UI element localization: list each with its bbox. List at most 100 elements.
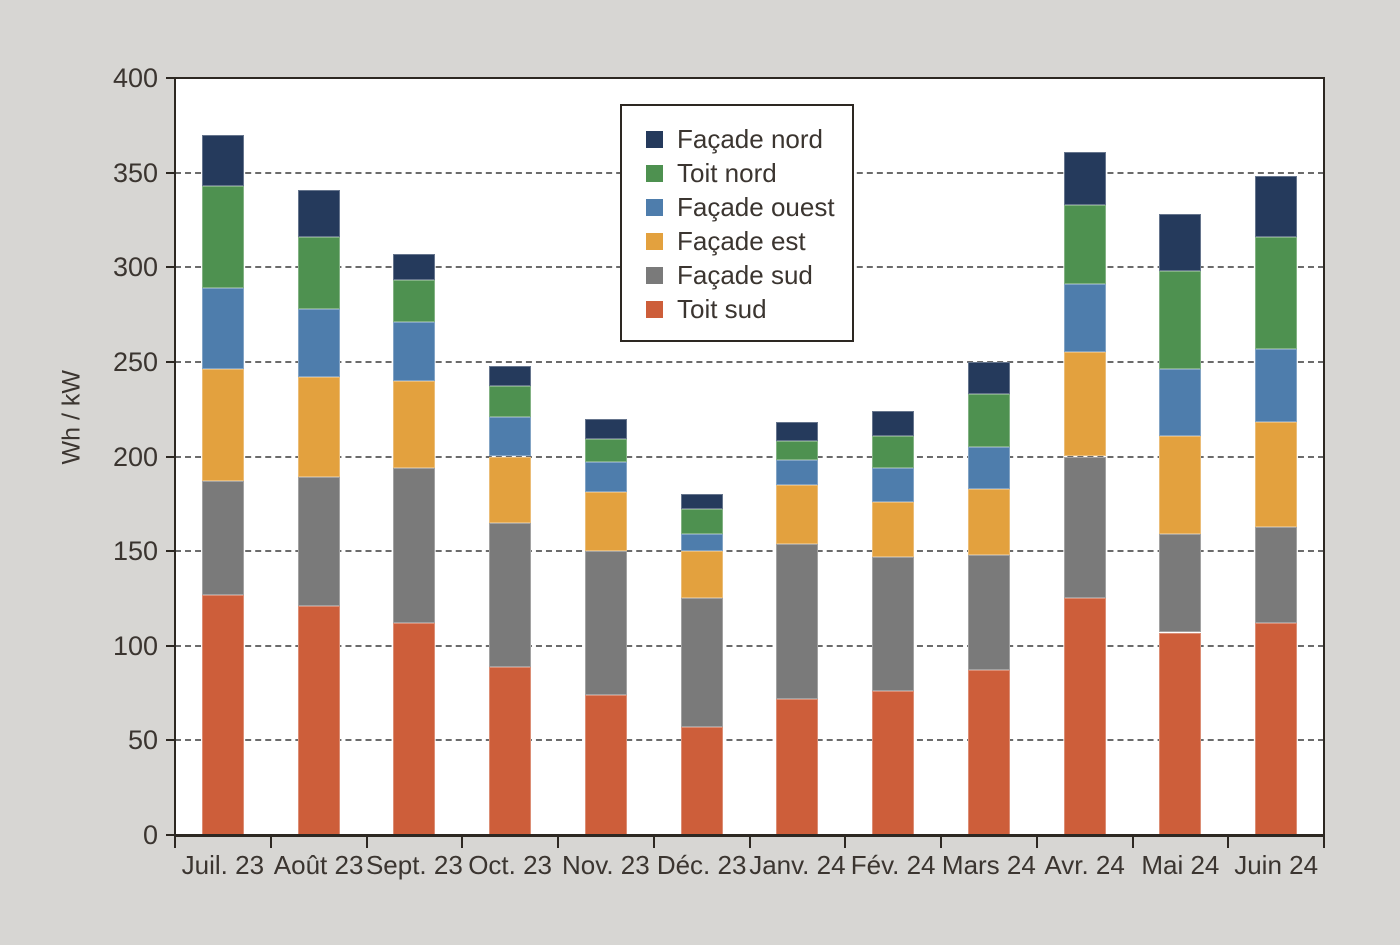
bar-segment-toit-sud (1159, 632, 1202, 835)
x-axis-tick-6 (748, 836, 751, 848)
bar-segment-façade-est (201, 369, 244, 482)
legend-swatch-icon (646, 164, 663, 182)
legend-label: Façade ouest (677, 191, 835, 222)
bar-segment-façade-sud (489, 522, 532, 667)
y-axis-tick-300 (166, 266, 175, 269)
y-axis-tick-250 (166, 360, 175, 363)
x-axis-tick-1 (269, 836, 272, 848)
bar-segment-toit-sud (297, 606, 340, 835)
y-axis-tick-100 (166, 644, 175, 647)
bar-segment-façade-nord (1159, 214, 1202, 272)
legend-swatch-icon (646, 198, 663, 216)
x-tick-label-4: Oct. 23 (468, 850, 553, 880)
y-axis-tick-400 (166, 77, 175, 79)
bar-segment-façade-ouest (1063, 284, 1106, 353)
bar-segment-façade-nord (967, 361, 1010, 395)
bar-segment-toit-sud (393, 623, 436, 835)
x-axis-tick-9 (1035, 836, 1038, 848)
gridline-150 (175, 550, 1324, 553)
legend-item-toit-nord: Toit nord (646, 156, 842, 190)
bar-segment-façade-sud (1255, 526, 1298, 624)
x-tick-label-6: Déc. 23 (656, 850, 747, 880)
x-tick-label-2: Août 23 (273, 850, 364, 880)
y-tick-label-200: 200 (112, 441, 158, 472)
legend-item-façade-sud: Façade sud (646, 258, 842, 292)
bar-segment-toit-nord (680, 509, 723, 535)
bar-segment-toit-sud (680, 727, 723, 835)
bar-segment-façade-est (1159, 435, 1202, 535)
x-axis-tick-7 (844, 836, 847, 848)
bar-segment-façade-est (776, 484, 819, 544)
y-tick-label-100: 100 (112, 630, 158, 661)
x-tick-label-12: Juin 24 (1234, 850, 1319, 880)
bar-segment-façade-ouest (680, 534, 723, 552)
bar-segment-façade-nord (201, 134, 244, 186)
bar-segment-façade-est (393, 380, 436, 468)
bar-segment-toit-nord (584, 439, 627, 463)
x-tick-label-3: Sept. 23 (365, 850, 463, 880)
bar-segment-façade-est (297, 377, 340, 478)
legend-label: Façade est (677, 225, 806, 256)
x-tick-label-11: Mai 24 (1141, 850, 1220, 880)
bar-segment-toit-nord (1063, 204, 1106, 285)
legend-swatch-icon (646, 300, 663, 318)
bar-segment-toit-nord (489, 386, 532, 417)
x-axis-tick-0 (174, 836, 176, 848)
x-axis-tick-5 (652, 836, 655, 848)
bar-segment-façade-sud (201, 481, 244, 595)
y-tick-label-0: 0 (142, 820, 158, 850)
bar-segment-toit-sud (1255, 623, 1298, 835)
bar-segment-façade-ouest (1255, 348, 1298, 423)
bar-segment-façade-nord (1063, 151, 1106, 205)
gridline-100 (175, 644, 1324, 647)
y-tick-label-50: 50 (127, 725, 158, 756)
x-tick-label-7: Janv. 24 (749, 850, 846, 880)
y-axis-tick-0 (166, 834, 175, 836)
bar-segment-façade-nord (393, 254, 436, 281)
bar-segment-façade-sud (776, 543, 819, 699)
bar-segment-façade-ouest (201, 288, 244, 370)
bar-segment-façade-ouest (967, 447, 1010, 489)
bar-segment-toit-sud (489, 666, 532, 835)
bar-segment-façade-ouest (489, 416, 532, 457)
legend-swatch-icon (646, 130, 663, 148)
bar-segment-façade-sud (584, 551, 627, 695)
bar-segment-façade-sud (680, 598, 723, 728)
y-axis-tick-150 (166, 550, 175, 553)
x-tick-label-5: Nov. 23 (562, 850, 650, 880)
bar-segment-façade-est (489, 456, 532, 523)
legend-swatch-icon (646, 232, 663, 250)
y-tick-label-350: 350 (112, 157, 158, 188)
y-tick-label-150: 150 (112, 536, 158, 567)
bar-segment-façade-ouest (297, 308, 340, 377)
legend-label: Façade sud (677, 259, 813, 290)
bar-segment-façade-nord (680, 494, 723, 510)
bar-segment-façade-ouest (776, 460, 819, 485)
bar-segment-façade-est (680, 551, 723, 599)
bar-segment-façade-sud (297, 477, 340, 606)
bar-segment-toit-sud (776, 698, 819, 835)
gridline-200 (175, 455, 1324, 458)
bar-segment-toit-nord (393, 280, 436, 323)
legend-item-façade-ouest: Façade ouest (646, 190, 842, 224)
bar-segment-façade-ouest (584, 462, 627, 493)
bar-segment-toit-nord (1159, 271, 1202, 370)
bar-segment-façade-nord (1255, 176, 1298, 237)
x-axis-tick-3 (461, 836, 464, 848)
bar-segment-façade-sud (393, 467, 436, 624)
bar-segment-toit-nord (201, 185, 244, 289)
bar-segment-façade-est (584, 492, 627, 552)
bar-segment-façade-sud (1063, 456, 1106, 599)
bar-segment-façade-sud (1159, 534, 1202, 633)
bar-segment-façade-ouest (1159, 369, 1202, 436)
bar-segment-façade-sud (872, 556, 915, 692)
bar-segment-façade-nord (776, 422, 819, 442)
bar-segment-toit-sud (872, 691, 915, 835)
x-tick-label-1: Juil. 23 (181, 850, 265, 880)
x-tick-label-8: Fév. 24 (850, 850, 936, 880)
legend-label: Façade nord (677, 123, 823, 154)
bar-segment-toit-nord (297, 236, 340, 309)
legend-label: Toit sud (677, 293, 767, 324)
bar-segment-façade-ouest (393, 322, 436, 381)
gridline-50 (175, 739, 1324, 742)
